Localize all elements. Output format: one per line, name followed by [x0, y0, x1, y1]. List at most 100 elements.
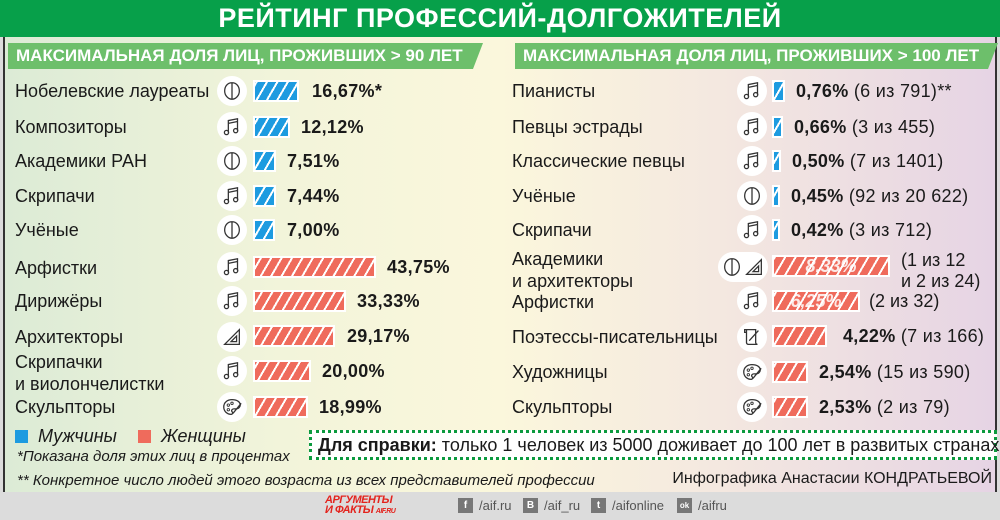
legend-male: Мужчины: [15, 426, 117, 447]
row-label: Архитекторы: [15, 327, 123, 347]
row-label: Композиторы: [15, 117, 127, 137]
bar-female: [772, 361, 808, 383]
row-value: 29,17%: [347, 326, 410, 346]
right-section-header: МАКСИМАЛЬНАЯ ДОЛЯ ЛИЦ, ПРОЖИВШИХ > 100 Л…: [515, 43, 998, 69]
social-vk[interactable]: B /aif_ru: [523, 498, 580, 513]
twitter-icon: t: [591, 498, 606, 513]
palette-icon: [737, 357, 767, 387]
row-value: 16,67%*: [312, 81, 383, 101]
row-label: Дирижёры: [15, 291, 103, 311]
footnote-two-star: ** Конкретное число людей этого возраста…: [17, 472, 595, 489]
odnoklassniki-icon: ok: [677, 498, 692, 513]
row-label: Скульпторы: [15, 397, 116, 417]
bar-female: [772, 396, 808, 418]
social-twitter[interactable]: t /aifonline: [591, 498, 664, 513]
female-swatch: [138, 430, 151, 443]
music-note-icon: [217, 356, 247, 386]
bar-male: [253, 80, 299, 102]
row-label: Учёные: [15, 220, 79, 240]
music-note-icon: [737, 112, 767, 142]
row-value: 20,00%: [322, 361, 385, 381]
row-label: Учёные: [512, 186, 576, 206]
social-handle: /aifonline: [612, 498, 665, 513]
credit: Инфографика Анастасии КОНДРАТЬЕВОЙ: [672, 470, 992, 487]
row-count: и 2 из 24): [901, 271, 981, 291]
music-note-icon: [217, 286, 247, 316]
row-label: Певцы эстрады: [512, 117, 643, 137]
row-label: Арфистки: [15, 258, 98, 278]
brain-icon: [737, 181, 767, 211]
row-label: и виолончелистки: [15, 374, 165, 394]
bar-female: [253, 360, 311, 382]
bar-female: [253, 256, 376, 278]
reference-note: Для справки: только 1 человек из 5000 до…: [309, 430, 1000, 460]
scroll-quill-icon: [737, 322, 767, 352]
palette-icon: [217, 392, 247, 422]
brain-and-triangle-ruler-icon: [718, 252, 768, 282]
music-note-icon: [737, 215, 767, 245]
music-note-icon: [217, 112, 247, 142]
social-facebook[interactable]: f /aif.ru: [458, 498, 512, 513]
logo-line2: И ФАКТЫ: [325, 504, 374, 516]
legend-male-label: Мужчины: [38, 426, 117, 446]
brain-icon: [217, 146, 247, 176]
row-value: 33,33%: [357, 291, 420, 311]
bar-male: [253, 116, 290, 138]
reference-bold: Для справки:: [318, 435, 437, 455]
bar-male: [253, 150, 276, 172]
row-label: Поэтессы-писательницы: [512, 327, 718, 347]
bar-female: [253, 290, 346, 312]
row-value: 2,54% (15 из 590): [819, 362, 971, 382]
music-note-icon: [217, 252, 247, 282]
brain-icon: [217, 215, 247, 245]
row-label: Арфистки: [512, 292, 595, 312]
logo-site: AIF.RU: [375, 508, 396, 515]
brain-icon: [217, 76, 247, 106]
row-value: 12,12%: [301, 117, 364, 137]
row-value: 18,99%: [319, 397, 382, 417]
bar-female: [772, 325, 827, 347]
vk-icon: B: [523, 498, 538, 513]
row-value: 7,00%: [287, 220, 340, 240]
bar-male: [772, 116, 783, 138]
bar-male: [772, 80, 785, 102]
legend-female-label: Женщины: [161, 426, 246, 446]
social-handle: /aifru: [698, 498, 727, 513]
row-value: 0,45% (92 из 20 622): [791, 186, 969, 206]
bar-male: [772, 150, 781, 172]
row-count: (1 из 12: [901, 250, 966, 270]
row-label: Скрипачи: [15, 186, 95, 206]
row-label: Нобелевские лауреаты: [15, 81, 210, 101]
bar-female: [253, 396, 308, 418]
bar-female: 6,25%: [772, 290, 860, 312]
bar-value-label: 8,33%: [805, 256, 857, 276]
bar-male: [253, 185, 276, 207]
row-value: 43,75%: [387, 257, 450, 277]
row-value: 0,42% (3 из 712): [791, 220, 933, 240]
social-handle: /aif_ru: [544, 498, 581, 513]
logo-line1: АРГУМЕНТЫ: [325, 494, 393, 506]
row-count: (2 из 32): [869, 291, 940, 311]
row-value: 7,44%: [287, 186, 340, 206]
row-label: Пианисты: [512, 81, 596, 101]
bar-female: [253, 325, 335, 347]
row-label: Академики: [512, 249, 604, 269]
row-value: 0,50% (7 из 1401): [792, 151, 944, 171]
music-note-icon: [737, 286, 767, 316]
row-value: 7,51%: [287, 151, 340, 171]
bar-value-label: 6,25%: [790, 291, 842, 311]
row-value: 2,53% (2 из 79): [819, 397, 950, 417]
music-note-icon: [737, 76, 767, 106]
row-value: 4,22% (7 из 166): [843, 326, 985, 346]
reference-text: только 1 человек из 5000 доживает до 100…: [436, 435, 1000, 455]
legend-female: Женщины: [138, 426, 246, 447]
bar-male: [772, 185, 780, 207]
aif-logo[interactable]: АРГУМЕНТЫ И ФАКТЫ AIF.RU: [325, 494, 396, 517]
row-label: Художницы: [512, 362, 608, 382]
triangle-ruler-icon: [217, 322, 247, 352]
social-odnoklassniki[interactable]: ok /aifru: [677, 498, 727, 513]
row-label: Классические певцы: [512, 151, 685, 171]
row-label: Скрипачи: [512, 220, 592, 240]
page-title: РЕЙТИНГ ПРОФЕССИЙ-ДОЛГОЖИТЕЛЕЙ: [0, 0, 1000, 37]
row-label: Скрипачки: [15, 352, 103, 372]
